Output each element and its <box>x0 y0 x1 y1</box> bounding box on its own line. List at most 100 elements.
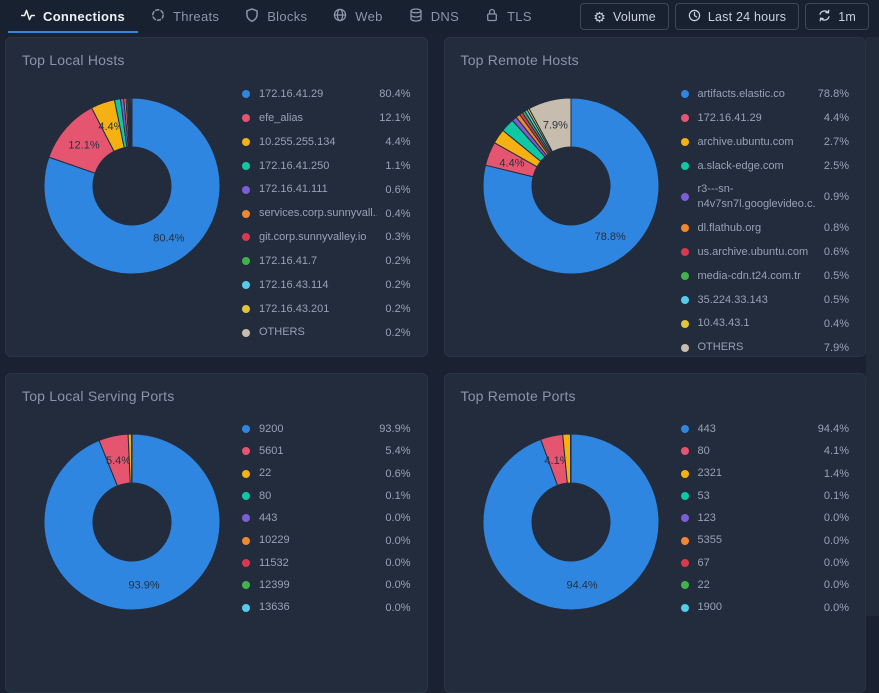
legend-item[interactable]: 35.224.33.143 0.5% <box>680 293 849 308</box>
legend-item[interactable]: 11532 0.0% <box>242 556 411 571</box>
legend-color-dot <box>680 581 689 590</box>
legend-item[interactable]: 53 0.1% <box>680 489 849 504</box>
legend-percent: 0.4% <box>823 317 849 330</box>
legend-label: 35.224.33.143 <box>697 293 768 306</box>
legend-percent: 1.4% <box>823 467 849 480</box>
slice-percent-label: 4.4% <box>499 158 524 170</box>
legend-label: 172.16.41.29 <box>697 111 762 124</box>
legend-label: 1900 <box>697 601 722 614</box>
panel-top-remote-hosts: Top Remote Hosts 78.8% 4.4% 7.9% artifacts… <box>443 37 866 357</box>
donut-slice[interactable] <box>482 433 659 611</box>
legend-item[interactable]: 9200 93.9% <box>242 422 411 437</box>
legend-color-dot <box>680 491 689 500</box>
legend-item[interactable]: 22 0.0% <box>680 578 849 593</box>
legend-color-dot <box>242 257 250 266</box>
legend-item[interactable]: 22 0.6% <box>242 466 411 481</box>
legend-item[interactable]: efe_alias 12.1% <box>242 111 411 126</box>
legend-item[interactable]: 172.16.43.201 0.2% <box>242 302 411 317</box>
donut-slice[interactable] <box>569 433 571 484</box>
legend-item[interactable]: us.archive.ubuntu.com 0.6% <box>680 245 849 260</box>
legend-percent: 0.2% <box>385 326 411 339</box>
donut-slice[interactable] <box>527 97 571 153</box>
legend-item[interactable]: 172.16.41.111 0.6% <box>242 182 411 197</box>
legend-percent: 0.0% <box>385 534 411 547</box>
legend-item[interactable]: 172.16.41.7 0.2% <box>242 254 411 269</box>
chart-legend: artifacts.elastic.co 78.8% 172.16.41.29 4.4… <box>680 78 849 356</box>
legend-color-dot <box>680 161 689 170</box>
legend-item[interactable]: 5601 5.4% <box>242 444 411 459</box>
slice-percent-label: 12.1% <box>68 139 99 151</box>
legend-label: 12399 <box>259 578 290 591</box>
tab-threats[interactable]: Threats <box>138 0 232 33</box>
legend-item[interactable]: dl.flathub.org 0.8% <box>680 221 849 236</box>
legend-item[interactable]: 172.16.43.114 0.2% <box>242 278 411 293</box>
legend-item[interactable]: 1900 0.0% <box>680 600 849 615</box>
legend-item[interactable]: 443 94.4% <box>680 422 849 437</box>
tab-dns[interactable]: DNS <box>396 0 472 33</box>
tab-web[interactable]: Web <box>320 0 395 33</box>
legend-item[interactable]: a.slack-edge.com 2.5% <box>680 159 849 174</box>
legend-color-dot <box>242 424 250 433</box>
legend-item[interactable]: 10.43.43.1 0.4% <box>680 316 849 331</box>
time-range-button[interactable]: Last 24 hours <box>674 3 800 30</box>
legend-item[interactable]: 80 0.1% <box>242 489 411 504</box>
donut-chart-local-serving-ports[interactable]: 93.9% 5.4% <box>32 422 232 622</box>
legend-item[interactable]: 13636 0.0% <box>242 600 411 615</box>
legend-item[interactable]: 10229 0.0% <box>242 533 411 548</box>
legend-percent: 0.2% <box>385 279 411 292</box>
legend-item[interactable]: archive.ubuntu.com 2.7% <box>680 135 849 150</box>
legend-item[interactable]: 10.255.255.134 4.4% <box>242 135 411 150</box>
legend-item[interactable]: 80 4.1% <box>680 444 849 459</box>
legend-color-dot <box>242 514 250 523</box>
donut-chart-remote-hosts[interactable]: 78.8% 4.4% 7.9% <box>471 86 671 286</box>
donut-slice[interactable] <box>130 433 133 484</box>
legend-percent: 1.1% <box>385 159 411 172</box>
legend-percent: 0.0% <box>823 512 849 525</box>
legend-item[interactable]: 2321 1.4% <box>680 466 849 481</box>
legend-item[interactable]: artifacts.elastic.co 78.8% <box>680 87 849 102</box>
donut-chart-local-hosts[interactable]: 80.4% 12.1% 4.4% <box>32 86 232 286</box>
legend-item[interactable]: 172.16.41.250 1.1% <box>242 159 411 174</box>
legend-percent: 0.0% <box>823 579 849 592</box>
refresh-interval-button[interactable]: 1m <box>805 3 869 30</box>
tab-tls[interactable]: TLS <box>472 0 545 33</box>
chart-area: 94.4% 4.1% <box>461 412 681 623</box>
chart-area: 78.8% 4.4% 7.9% <box>461 76 681 356</box>
legend-label: git.corp.sunnyvalley.io <box>259 231 367 244</box>
legend-item[interactable]: 123 0.0% <box>680 511 849 526</box>
legend-item[interactable]: r3---sn- n4v7sn7l.googlevideo.c... 0.9% <box>680 182 849 212</box>
legend-label: 80 <box>697 444 710 457</box>
panel-title: Top Local Serving Ports <box>22 388 175 404</box>
scrollbar-track[interactable] <box>866 37 879 616</box>
legend-item[interactable]: git.corp.sunnyvalley.io 0.3% <box>242 230 411 245</box>
tab-connections[interactable]: Connections <box>8 0 139 33</box>
legend-color-dot <box>680 536 689 545</box>
tab-label: Connections <box>43 9 126 24</box>
legend-item[interactable]: 5355 0.0% <box>680 533 849 548</box>
legend-item[interactable]: 172.16.41.29 80.4% <box>242 87 411 102</box>
legend-color-dot <box>680 248 689 257</box>
legend-percent: 0.5% <box>823 270 849 283</box>
legend-item[interactable]: OTHERS 7.9% <box>680 340 849 355</box>
legend-item[interactable]: OTHERS 0.2% <box>242 325 411 340</box>
legend-percent: 0.3% <box>385 231 411 244</box>
legend-item[interactable]: 67 0.0% <box>680 556 849 571</box>
legend-item[interactable]: media-cdn.t24.com.tr 0.5% <box>680 269 849 284</box>
tab-blocks[interactable]: Blocks <box>232 0 320 33</box>
legend-label: 10229 <box>259 534 290 547</box>
donut-chart-remote-ports[interactable]: 94.4% 4.1% <box>471 422 671 622</box>
donut-slice[interactable] <box>43 433 221 611</box>
legend-item[interactable]: 172.16.41.29 4.4% <box>680 111 849 126</box>
legend-color-dot <box>680 319 689 328</box>
donut-slice[interactable] <box>130 97 133 148</box>
volume-button[interactable]: ⚙ Volume <box>580 3 669 30</box>
legend-item[interactable]: services.corp.sunnyvall... 0.4% <box>242 206 411 221</box>
donut-slice[interactable] <box>482 97 659 275</box>
legend-percent: 0.6% <box>385 183 411 196</box>
legend-item[interactable]: 443 0.0% <box>242 511 411 526</box>
legend-color-dot <box>680 469 689 478</box>
legend-item[interactable]: 12399 0.0% <box>242 578 411 593</box>
slice-percent-label: 4.4% <box>98 121 123 133</box>
donut-slice[interactable] <box>43 97 221 275</box>
legend-percent: 0.0% <box>385 512 411 525</box>
